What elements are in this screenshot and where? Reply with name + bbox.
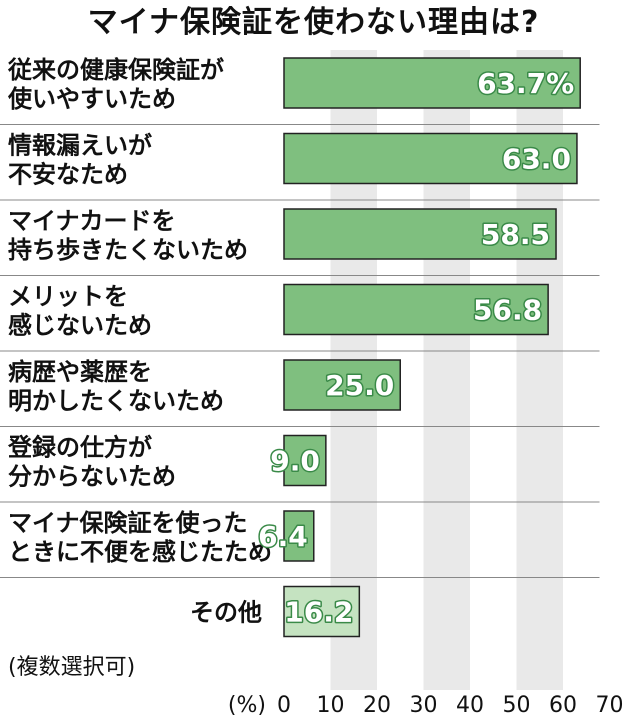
value-label: 9.0 [270, 445, 320, 478]
value-label: 25.0 [325, 369, 394, 402]
category-label: 登録の仕方が分からないため [7, 434, 176, 491]
bar [283, 510, 315, 562]
x-tick-label: 70 [596, 693, 624, 718]
value-label: 58.5 [481, 218, 550, 251]
category-label: 情報漏えいが不安なため [8, 132, 152, 189]
x-tick-label: 20 [363, 693, 391, 718]
chart-title: マイナ保険証を使わない理由は? [87, 5, 540, 40]
bar [283, 434, 327, 487]
category-label: マイナカードを持ち歩きたくないため [8, 207, 248, 264]
x-tick-label: 0 [277, 693, 291, 718]
x-axis-unit: (%) [228, 693, 266, 718]
value-label: 63.0 [502, 143, 571, 176]
category-label: メリットを感じないため [8, 283, 152, 340]
x-tick-label: 30 [410, 693, 438, 718]
category-label: 従来の健康保険証が使いやすいため [7, 56, 224, 113]
category-label: 病歴や薬歴を明かしたくないため [8, 358, 224, 415]
x-tick-label: 10 [317, 693, 345, 718]
category-label: マイナ保険証を使ったときに不便を感じたため [8, 509, 272, 566]
x-tick-label: 50 [503, 693, 531, 718]
bar [283, 208, 557, 260]
value-label: 16.2 [284, 596, 353, 629]
bar [283, 57, 581, 109]
x-tick-label: 60 [549, 693, 577, 718]
category-label: その他 [190, 599, 262, 627]
value-label: 6.4 [258, 520, 308, 553]
value-label: 56.8 [473, 294, 542, 327]
bar [283, 132, 578, 185]
multiple-choice-note: (複数選択可) [8, 655, 135, 680]
value-label: 63.7% [477, 67, 574, 100]
bar [283, 283, 549, 336]
bar [283, 359, 401, 411]
bar [283, 585, 361, 638]
x-tick-label: 40 [456, 693, 484, 718]
